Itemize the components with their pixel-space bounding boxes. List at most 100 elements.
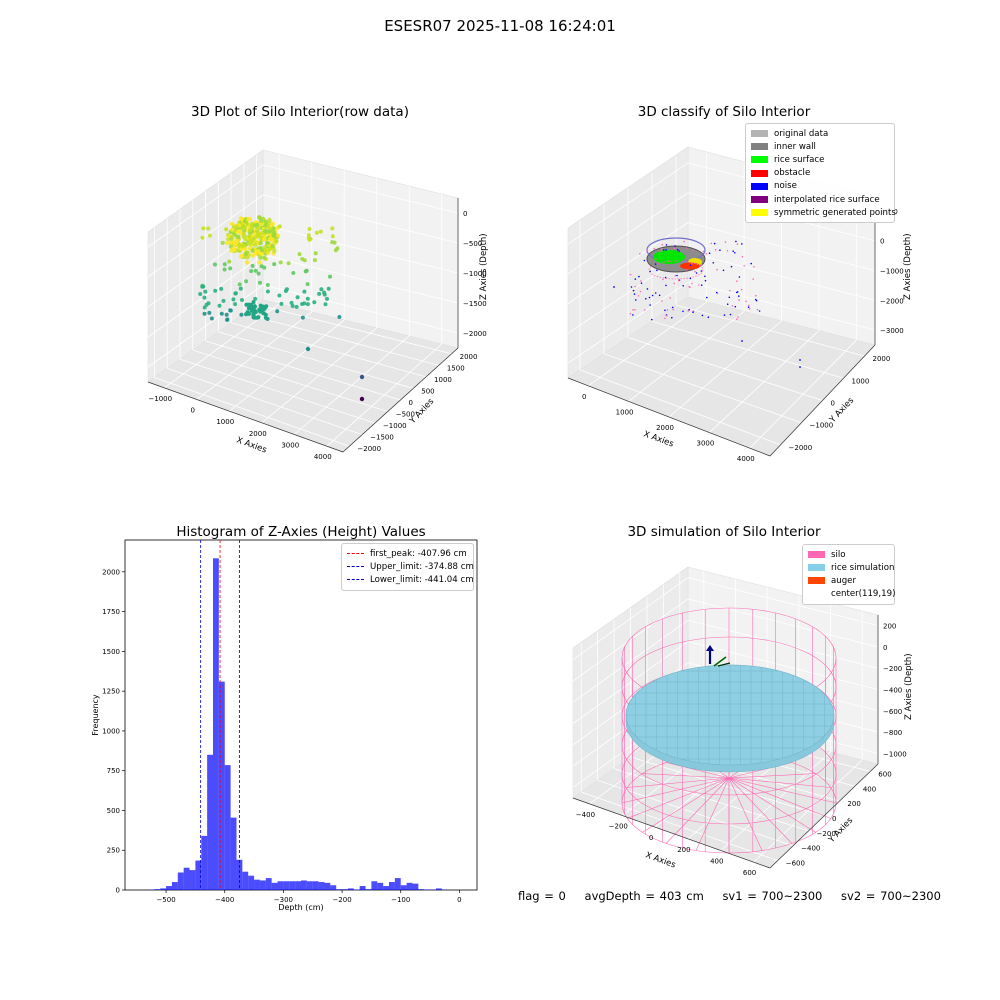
plot1-point: [266, 224, 271, 229]
plot2-point: [663, 249, 665, 251]
plot3-bar: [283, 881, 290, 890]
plot1-point: [201, 284, 206, 289]
plot1-point: [277, 224, 282, 229]
plot2-point: [661, 243, 664, 246]
plot2-rice-surface: [653, 250, 685, 264]
plot3-bar: [213, 558, 219, 890]
plot1-point: [271, 228, 276, 233]
plot2-point: [671, 316, 673, 319]
plot3-bar: [330, 885, 337, 890]
plot4-ztick: −800: [883, 729, 902, 737]
plot2-point: [694, 270, 696, 273]
plot2-point: [676, 274, 678, 277]
plot1-xtick: 2000: [249, 430, 267, 438]
plot3-legend-item: first_peak: -407.96 cm: [347, 547, 468, 560]
plot1-point: [359, 396, 365, 402]
plot2-point: [682, 285, 684, 287]
plot4-legend-item: center(119,19): [808, 588, 895, 601]
plot2-point: [747, 306, 750, 309]
plot2-point: [676, 248, 679, 251]
plot2-point: [638, 275, 640, 278]
plot1-point: [235, 234, 241, 240]
plot4-ztick: 200: [883, 623, 896, 631]
plot2-point: [704, 275, 706, 278]
plot2-point: [700, 270, 703, 272]
plot1-point: [312, 258, 317, 263]
plot2-point: [754, 298, 757, 301]
plot4-ytick: 0: [832, 815, 836, 823]
plot3-ticks: −500 −400 −300 −200 −100 0 0 250 500 750 1000 1250 1…: [102, 568, 461, 904]
plot3-bar: [171, 882, 178, 890]
plot1-point: [241, 243, 246, 249]
plot2-point: [700, 263, 703, 266]
plot2-point: [692, 249, 694, 252]
plot1-point: [295, 295, 300, 300]
plot4-axes: [572, 615, 879, 869]
plot1-point: [260, 248, 264, 253]
plot1-point: [305, 296, 310, 301]
plot3-xtick: −300: [274, 896, 293, 904]
plot2-point: [729, 289, 731, 292]
plot1-point: [314, 230, 319, 235]
plot2-legend-item: inner wall: [751, 140, 889, 153]
plot3-bar: [230, 817, 237, 890]
plot1-point: [246, 302, 251, 307]
plot1-point: [275, 309, 280, 314]
legend-label: noise: [774, 181, 797, 192]
plot1-point: [224, 240, 230, 246]
plot2-point: [632, 289, 635, 292]
plot3-xtick: −100: [391, 896, 410, 904]
plot2-point: [633, 293, 636, 295]
plot1-point: [278, 260, 283, 265]
plot2-point: [664, 317, 666, 320]
plot2-point: [726, 250, 729, 252]
plot4-zlabel: Z Axies (Depth): [904, 653, 914, 720]
plot3-bar: [236, 859, 243, 890]
plot1-point: [256, 271, 261, 276]
plot2-point: [708, 252, 711, 254]
plot3-legend-item: Lower_limit: -441.04 cm: [347, 573, 474, 586]
plot2-xtick: 4000: [737, 455, 755, 463]
plot2-point: [674, 245, 676, 247]
plot2-legend: original data inner wall rice surface obsta…: [745, 123, 896, 224]
plot4-silo-radial: [728, 773, 816, 779]
plot2-point: [738, 276, 741, 278]
plot2-point: [737, 316, 739, 318]
plot1-point: [258, 255, 263, 260]
plot3-bar: [418, 889, 425, 890]
legend-swatch: [808, 564, 825, 572]
legend-label: inner wall: [774, 141, 816, 152]
plot2-point: [665, 284, 667, 287]
plot2-point: [722, 269, 725, 272]
plot3-ytick: 0: [116, 887, 120, 895]
plot1-point: [262, 307, 266, 311]
plot2-legend-item: obstacle: [751, 167, 889, 180]
plot1-point: [262, 255, 267, 260]
legend-swatch: [808, 577, 825, 585]
plot2-point: [635, 299, 637, 301]
plot1-point: [253, 296, 258, 301]
plot3-bar: [177, 872, 184, 890]
plot1-point: [326, 286, 331, 291]
plot2-point: [645, 298, 647, 300]
plot2-point: [685, 268, 688, 271]
plot1-point: [224, 227, 229, 232]
plot2-point: [640, 280, 642, 282]
plot2-point: [654, 292, 657, 294]
plot2-point: [701, 314, 704, 317]
plot3-bar: [248, 875, 255, 890]
plot4-xtick: −400: [576, 811, 595, 819]
plot3-bar: [324, 882, 331, 890]
plot1-point: [256, 315, 261, 320]
plot1-point: [203, 289, 208, 294]
plot2-point: [691, 282, 693, 285]
plot1-point: [263, 219, 269, 225]
plot1-point: [330, 226, 335, 231]
plot1-point: [289, 300, 294, 305]
plot2-legend-item: interpolated rice surface: [751, 193, 889, 206]
plot2-point: [629, 312, 632, 315]
plot2-point: [704, 279, 707, 282]
plot4-legend-item: silo: [808, 548, 889, 561]
legend-label: auger: [831, 575, 856, 586]
